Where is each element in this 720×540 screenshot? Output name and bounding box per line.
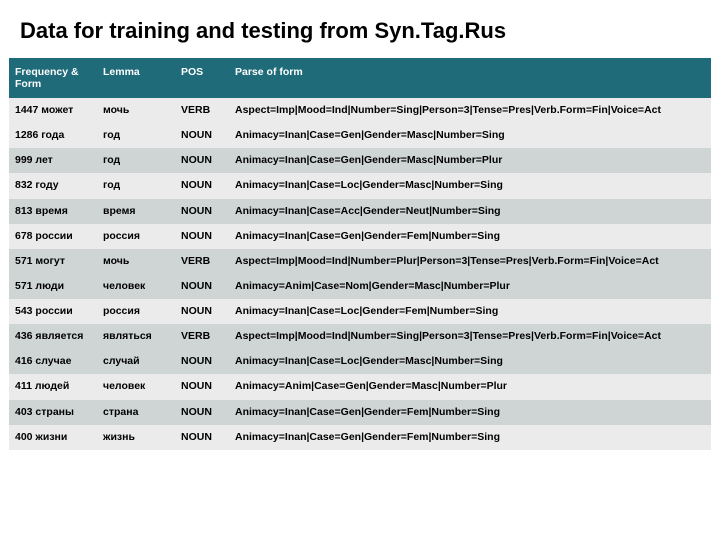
cell-lemma: россия <box>97 299 175 324</box>
cell-pos: VERB <box>175 98 229 123</box>
cell-lemma: жизнь <box>97 425 175 450</box>
table-row: 543 россиироссияNOUNAnimacy=Inan|Case=Lo… <box>9 299 711 324</box>
cell-lemma: время <box>97 199 175 224</box>
cell-freq: 411 людей <box>9 374 97 399</box>
table-row: 416 случаеслучайNOUNAnimacy=Inan|Case=Lo… <box>9 349 711 374</box>
cell-pos: NOUN <box>175 299 229 324</box>
cell-parse: Animacy=Inan|Case=Gen|Gender=Masc|Number… <box>229 148 711 173</box>
cell-lemma: россия <box>97 224 175 249</box>
table-row: 1447 можетмочьVERBAspect=Imp|Mood=Ind|Nu… <box>9 98 711 123</box>
cell-lemma: являться <box>97 324 175 349</box>
cell-pos: NOUN <box>175 349 229 374</box>
cell-parse: Animacy=Inan|Case=Acc|Gender=Neut|Number… <box>229 199 711 224</box>
table-row: 678 россиироссияNOUNAnimacy=Inan|Case=Ge… <box>9 224 711 249</box>
cell-freq: 571 могут <box>9 249 97 274</box>
col-header-lemma: Lemma <box>97 58 175 98</box>
cell-freq: 813 время <box>9 199 97 224</box>
cell-pos: NOUN <box>175 425 229 450</box>
table-row: 1286 годагодNOUNAnimacy=Inan|Case=Gen|Ge… <box>9 123 711 148</box>
cell-lemma: человек <box>97 274 175 299</box>
cell-pos: NOUN <box>175 199 229 224</box>
table-body: 1447 можетмочьVERBAspect=Imp|Mood=Ind|Nu… <box>9 98 711 450</box>
cell-parse: Animacy=Inan|Case=Gen|Gender=Masc|Number… <box>229 123 711 148</box>
cell-pos: VERB <box>175 249 229 274</box>
table-row: 813 времявремяNOUNAnimacy=Inan|Case=Acc|… <box>9 199 711 224</box>
table-row: 400 жизнижизньNOUNAnimacy=Inan|Case=Gen|… <box>9 425 711 450</box>
cell-freq: 543 россии <box>9 299 97 324</box>
cell-lemma: год <box>97 173 175 198</box>
table-row: 403 страныстранаNOUNAnimacy=Inan|Case=Ge… <box>9 400 711 425</box>
data-table: Frequency & Form Lemma POS Parse of form… <box>9 58 711 450</box>
cell-lemma: человек <box>97 374 175 399</box>
table-row: 999 летгодNOUNAnimacy=Inan|Case=Gen|Gend… <box>9 148 711 173</box>
cell-parse: Animacy=Anim|Case=Gen|Gender=Masc|Number… <box>229 374 711 399</box>
cell-lemma: мочь <box>97 98 175 123</box>
cell-freq: 436 является <box>9 324 97 349</box>
cell-lemma: случай <box>97 349 175 374</box>
cell-parse: Animacy=Inan|Case=Gen|Gender=Fem|Number=… <box>229 224 711 249</box>
cell-freq: 999 лет <box>9 148 97 173</box>
cell-parse: Aspect=Imp|Mood=Ind|Number=Sing|Person=3… <box>229 324 711 349</box>
cell-freq: 678 россии <box>9 224 97 249</box>
table-row: 411 людейчеловекNOUNAnimacy=Anim|Case=Ge… <box>9 374 711 399</box>
page-title: Data for training and testing from Syn.T… <box>0 0 720 58</box>
cell-freq: 1447 может <box>9 98 97 123</box>
table-row: 832 годугодNOUNAnimacy=Inan|Case=Loc|Gen… <box>9 173 711 198</box>
cell-pos: NOUN <box>175 400 229 425</box>
cell-parse: Animacy=Inan|Case=Gen|Gender=Fem|Number=… <box>229 425 711 450</box>
col-header-parse: Parse of form <box>229 58 711 98</box>
cell-pos: NOUN <box>175 123 229 148</box>
cell-pos: NOUN <box>175 224 229 249</box>
cell-lemma: страна <box>97 400 175 425</box>
cell-lemma: год <box>97 148 175 173</box>
cell-parse: Aspect=Imp|Mood=Ind|Number=Sing|Person=3… <box>229 98 711 123</box>
cell-freq: 571 люди <box>9 274 97 299</box>
table-header-row: Frequency & Form Lemma POS Parse of form <box>9 58 711 98</box>
table-row: 571 могутмочьVERBAspect=Imp|Mood=Ind|Num… <box>9 249 711 274</box>
cell-pos: VERB <box>175 324 229 349</box>
cell-lemma: мочь <box>97 249 175 274</box>
table-row: 571 людичеловекNOUNAnimacy=Anim|Case=Nom… <box>9 274 711 299</box>
col-header-pos: POS <box>175 58 229 98</box>
cell-parse: Animacy=Inan|Case=Loc|Gender=Fem|Number=… <box>229 299 711 324</box>
cell-freq: 403 страны <box>9 400 97 425</box>
cell-parse: Animacy=Inan|Case=Loc|Gender=Masc|Number… <box>229 349 711 374</box>
cell-pos: NOUN <box>175 173 229 198</box>
cell-parse: Aspect=Imp|Mood=Ind|Number=Plur|Person=3… <box>229 249 711 274</box>
cell-freq: 832 году <box>9 173 97 198</box>
cell-freq: 400 жизни <box>9 425 97 450</box>
cell-freq: 1286 года <box>9 123 97 148</box>
col-header-frequency: Frequency & Form <box>9 58 97 98</box>
cell-pos: NOUN <box>175 274 229 299</box>
cell-lemma: год <box>97 123 175 148</box>
cell-pos: NOUN <box>175 148 229 173</box>
cell-parse: Animacy=Inan|Case=Gen|Gender=Fem|Number=… <box>229 400 711 425</box>
cell-parse: Animacy=Anim|Case=Nom|Gender=Masc|Number… <box>229 274 711 299</box>
cell-pos: NOUN <box>175 374 229 399</box>
cell-freq: 416 случае <box>9 349 97 374</box>
cell-parse: Animacy=Inan|Case=Loc|Gender=Masc|Number… <box>229 173 711 198</box>
table-row: 436 являетсяявлятьсяVERBAspect=Imp|Mood=… <box>9 324 711 349</box>
